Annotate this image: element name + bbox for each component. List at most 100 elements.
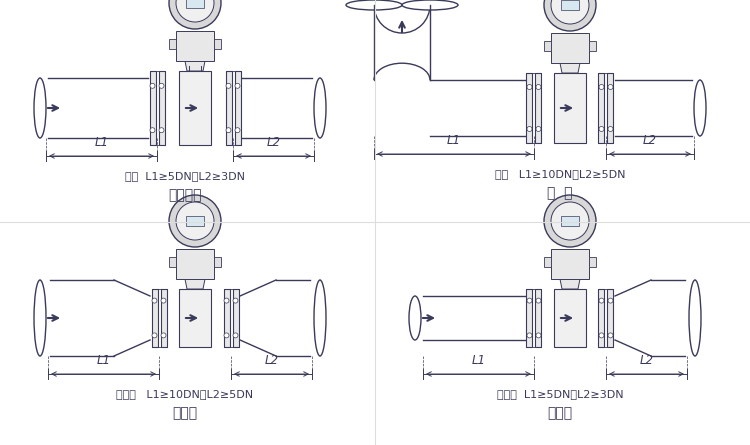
Ellipse shape	[694, 80, 706, 136]
Bar	[169, 39, 176, 49]
Text: 缩径管   L1≥10DN；L2≥5DN: 缩径管 L1≥10DN；L2≥5DN	[116, 389, 254, 399]
Text: L1: L1	[97, 354, 110, 367]
Text: 水平直管: 水平直管	[168, 188, 202, 202]
Circle shape	[608, 333, 613, 338]
Bar	[179, 71, 211, 145]
Text: 扩径管  L1≥5DN；L2≥3DN: 扩径管 L1≥5DN；L2≥3DN	[496, 389, 623, 399]
Bar	[160, 289, 166, 347]
Circle shape	[608, 298, 613, 303]
Bar	[598, 73, 604, 143]
Bar	[608, 289, 613, 347]
Bar	[561, 0, 579, 10]
Circle shape	[235, 128, 240, 133]
Ellipse shape	[314, 280, 326, 356]
Bar	[526, 73, 532, 143]
Ellipse shape	[409, 296, 421, 340]
Text: 扩径管: 扩径管	[548, 406, 572, 420]
Polygon shape	[185, 279, 205, 289]
Bar	[186, 0, 204, 8]
Bar	[589, 256, 596, 267]
Bar	[152, 289, 157, 347]
Circle shape	[544, 195, 596, 247]
Text: L1: L1	[447, 134, 461, 147]
Bar	[224, 289, 230, 347]
Bar	[179, 289, 211, 347]
Bar	[561, 216, 579, 226]
Bar	[536, 73, 542, 143]
Circle shape	[161, 333, 166, 338]
Bar	[598, 289, 604, 347]
Bar	[608, 73, 613, 143]
Bar	[176, 31, 214, 61]
Circle shape	[544, 0, 596, 31]
Bar	[554, 289, 586, 347]
Circle shape	[169, 0, 221, 29]
Bar	[544, 256, 551, 267]
Circle shape	[176, 0, 214, 22]
Text: L2: L2	[643, 134, 657, 147]
Text: L2: L2	[640, 354, 653, 367]
Bar	[232, 289, 238, 347]
Circle shape	[159, 128, 164, 133]
Circle shape	[527, 298, 532, 303]
Circle shape	[599, 333, 604, 338]
Bar	[158, 71, 164, 145]
Circle shape	[599, 126, 604, 132]
Ellipse shape	[34, 78, 46, 138]
Circle shape	[551, 202, 589, 240]
Bar	[169, 256, 176, 267]
Ellipse shape	[689, 280, 701, 356]
Circle shape	[536, 85, 541, 89]
Circle shape	[169, 195, 221, 247]
Circle shape	[150, 128, 155, 133]
Bar	[186, 216, 204, 226]
Circle shape	[235, 83, 240, 88]
Ellipse shape	[402, 0, 458, 10]
Text: 弯管   L1≥10DN；L2≥5DN: 弯管 L1≥10DN；L2≥5DN	[495, 169, 626, 179]
Polygon shape	[560, 63, 580, 73]
Circle shape	[161, 298, 166, 303]
Circle shape	[527, 85, 532, 89]
Bar	[214, 39, 221, 49]
Ellipse shape	[314, 78, 326, 138]
Circle shape	[536, 126, 541, 132]
Bar	[235, 71, 241, 145]
Circle shape	[608, 85, 613, 89]
Polygon shape	[185, 61, 205, 71]
Text: L2: L2	[266, 136, 280, 149]
Text: L2: L2	[265, 354, 278, 367]
Text: 直管  L1≥5DN；L2≥3DN: 直管 L1≥5DN；L2≥3DN	[125, 171, 245, 181]
Ellipse shape	[34, 280, 46, 356]
Text: 缩径管: 缩径管	[172, 406, 197, 420]
Bar	[214, 256, 221, 267]
Bar	[551, 33, 589, 63]
Bar	[589, 40, 596, 50]
Circle shape	[226, 83, 231, 88]
Circle shape	[599, 298, 604, 303]
Circle shape	[159, 83, 164, 88]
Circle shape	[224, 298, 229, 303]
Circle shape	[152, 298, 157, 303]
Circle shape	[224, 333, 229, 338]
Circle shape	[536, 333, 541, 338]
Bar	[226, 71, 232, 145]
Circle shape	[608, 126, 613, 132]
Circle shape	[599, 85, 604, 89]
Bar	[544, 40, 551, 50]
Text: L1: L1	[94, 136, 109, 149]
Circle shape	[176, 202, 214, 240]
Circle shape	[551, 0, 589, 24]
Circle shape	[233, 333, 238, 338]
Circle shape	[527, 126, 532, 132]
Bar	[551, 249, 589, 279]
Text: L1: L1	[472, 354, 485, 367]
Bar	[536, 289, 542, 347]
Bar	[176, 249, 214, 279]
Ellipse shape	[346, 0, 402, 10]
Circle shape	[536, 298, 541, 303]
Bar	[149, 71, 155, 145]
Circle shape	[150, 83, 155, 88]
Circle shape	[152, 333, 157, 338]
Bar	[526, 289, 532, 347]
Polygon shape	[560, 279, 580, 289]
